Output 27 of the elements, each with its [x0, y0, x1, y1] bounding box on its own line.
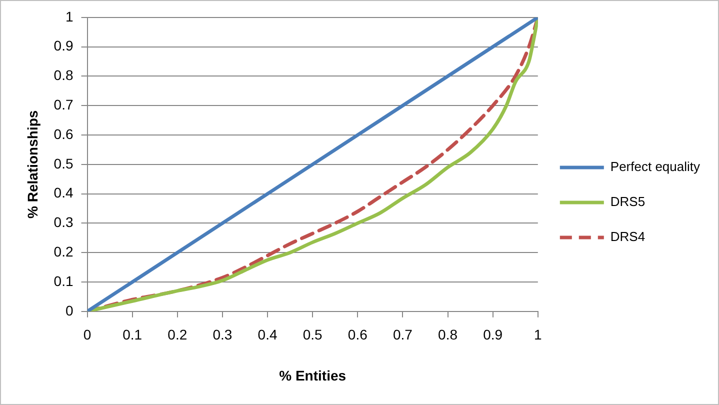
y-tick-label: 0.5	[54, 155, 74, 172]
x-axis-title: % Entities	[279, 367, 346, 384]
x-tick-label: 0.7	[392, 326, 413, 343]
legend-label: Perfect equality	[610, 159, 700, 174]
y-tick-label: 0.9	[54, 38, 74, 54]
x-tick-label: 0.9	[483, 326, 503, 343]
y-tick-label: 0.6	[54, 126, 74, 142]
x-tick-label: 0.1	[122, 326, 142, 343]
y-tick-label: 0.8	[54, 67, 74, 84]
x-tick-label: 0.4	[258, 326, 278, 343]
y-axis-title: % Relationships	[24, 110, 40, 218]
y-tick-label: 0.4	[54, 184, 74, 201]
legend-label: DRS4	[610, 229, 646, 244]
x-tick-label: 1	[534, 326, 542, 343]
x-tick-label: 0	[83, 326, 92, 343]
x-tick-label: 0.2	[168, 326, 188, 343]
y-tick-label: 0.3	[54, 214, 74, 230]
x-tick-label: 0.8	[438, 326, 458, 343]
legend-label: DRS5	[610, 194, 646, 210]
y-tick-label: 0	[65, 302, 74, 318]
x-tick-label: 0.6	[348, 326, 368, 343]
x-tick-label: 0.5	[302, 326, 323, 343]
y-tick-label: 0.2	[54, 243, 74, 260]
y-tick-label: 1	[65, 8, 74, 24]
x-tick-label: 0.3	[212, 326, 232, 343]
y-tick-label: 0.7	[54, 96, 74, 112]
y-tick-label: 0.1	[54, 272, 74, 289]
